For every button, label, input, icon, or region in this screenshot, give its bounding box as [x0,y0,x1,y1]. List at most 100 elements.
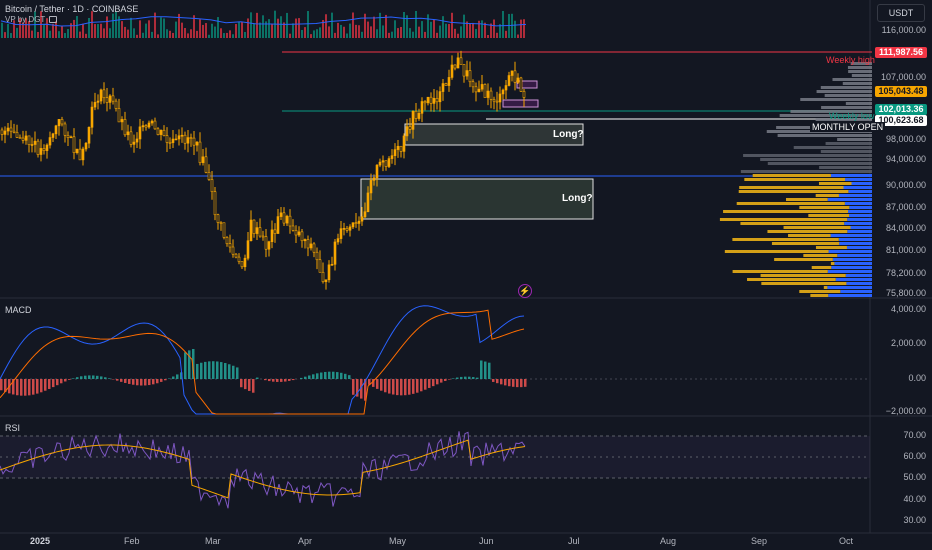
time-axis-label: Jul [568,536,580,546]
resistance-box [516,80,538,89]
volume-profile-bar [818,182,852,185]
candle-body [471,81,475,88]
volume-bar [187,33,189,38]
macd-title[interactable]: MACD [5,305,32,315]
volume-bar [70,23,72,38]
volume-profile-bar [816,90,872,93]
volume-profile-bar [819,166,872,169]
macd-histogram-bar [256,377,259,379]
volume-profile-bar [827,198,872,201]
volume-bar [79,31,81,38]
volume-profile-bar [847,230,872,233]
volume-bar [178,13,180,39]
volume-bar [514,20,516,38]
volume-profile-bar [840,290,872,293]
volume-profile-bar [837,254,872,257]
time-axis-label: Oct [839,536,854,546]
candle-body [69,136,73,139]
macd-histogram-bar [308,375,311,379]
candle-body [138,126,142,140]
volume-bar [232,34,234,38]
candle-body [297,231,301,236]
volume-bar [241,21,243,38]
candle-body [156,128,160,135]
candle-body [225,237,229,244]
macd-histogram-bar [388,379,391,394]
weekly-low-tag: 102,013.36 [875,104,927,115]
candle-body [417,113,421,119]
volume-profile-bar [740,170,872,173]
volume-bar [400,26,402,38]
candle-body [54,125,58,135]
volume-bar [127,29,129,38]
volume-bar [142,32,144,38]
signal-line [0,309,525,415]
volume-bar [316,29,318,38]
candle-body [114,100,118,109]
price-axis-label: 90,000.00 [885,180,926,190]
macd-histogram-bar [460,376,463,379]
macd-histogram-bar [356,379,359,397]
currency-button[interactable]: USDT [877,4,925,22]
candle-body [99,89,103,102]
symbol-title[interactable]: Bitcoin / Tether · 1D · COINBASE [5,4,139,14]
time-axis-label: Jun [479,536,494,546]
macd-histogram-bar [496,379,499,384]
volume-profile-bar [777,134,872,137]
candle-body [135,138,139,143]
indicator-legend[interactable]: VP by DGT [5,15,58,24]
candle-body [519,77,523,92]
rsi-title[interactable]: RSI [5,423,21,433]
candle-body [87,127,91,144]
macd-histogram-bar [324,371,327,379]
candle-body [171,138,175,143]
candle-body [306,239,310,249]
candle-body [351,222,355,228]
candle-body [330,264,334,266]
candle-body [315,251,319,261]
candle-body [111,95,115,102]
candle-body [159,129,163,135]
volume-profile-bar [747,278,836,281]
volume-profile-bar [799,290,841,293]
time-axis-label: Apr [298,536,313,546]
volume-profile-bar [847,66,872,69]
macd-histogram-bar [344,373,347,379]
volume-profile-bar [783,226,851,229]
candle-body [75,148,79,154]
volume-profile-bar [828,250,872,253]
macd-histogram-bar [128,379,131,384]
macd-histogram-bar [300,377,303,379]
volume-bar [262,15,264,39]
volume-bar [418,26,420,38]
candle-body [45,144,49,151]
resistance-box [502,99,539,108]
candle-body [522,91,526,98]
candle-body [42,148,46,151]
candle-body [363,211,367,218]
candle-body [450,64,454,78]
volume-profile-bar [823,286,828,289]
macd-histogram-bar [36,379,39,394]
candle-body [516,77,520,83]
volume-bar [172,32,174,38]
candle-body [324,279,328,282]
macd-histogram-bar [176,374,179,379]
volume-bar [427,14,429,38]
lightning-icon[interactable]: ⚡ [518,284,532,298]
macd-histogram-bar [360,379,363,399]
volume-profile-bar [771,242,840,245]
volume-bar [337,22,339,38]
volume-profile-bar [830,234,872,237]
macd-histogram-bar [364,379,367,401]
volume-bar [430,21,432,38]
volume-bar [169,30,171,38]
macd-histogram-bar [216,361,219,379]
macd-histogram-bar [236,367,239,379]
volume-bar [160,17,162,38]
candle-body [15,132,19,138]
rsi-line [0,431,526,509]
macd-histogram-bar [160,379,163,382]
candle-body [495,100,499,103]
